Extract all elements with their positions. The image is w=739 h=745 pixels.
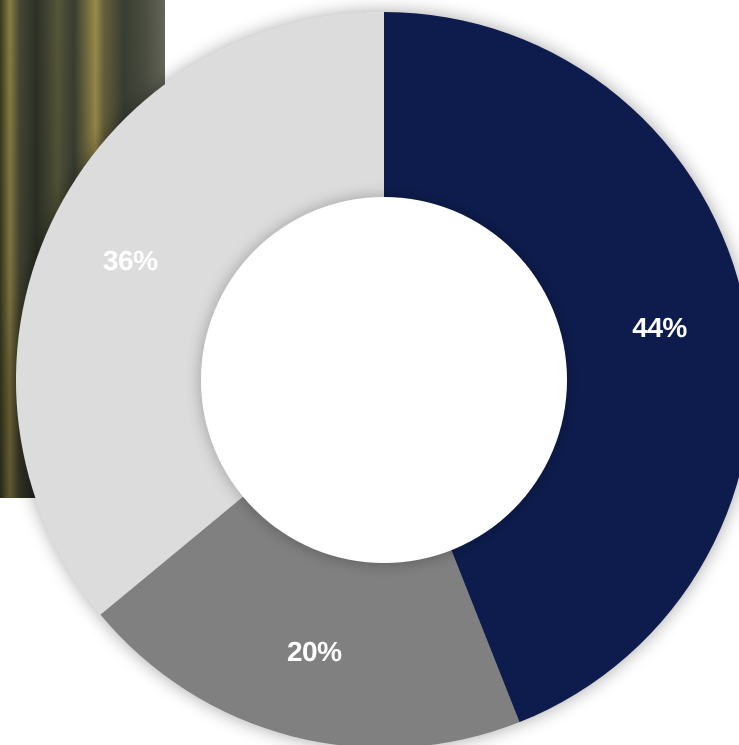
donut-hole — [201, 197, 567, 563]
slice-2 — [15, 12, 384, 615]
slice-label-0: 44% — [632, 312, 687, 343]
labels-layer: 44% 20% 36% — [103, 245, 688, 667]
slice-label-2: 36% — [103, 245, 158, 276]
slice-label-1: 20% — [287, 636, 342, 667]
